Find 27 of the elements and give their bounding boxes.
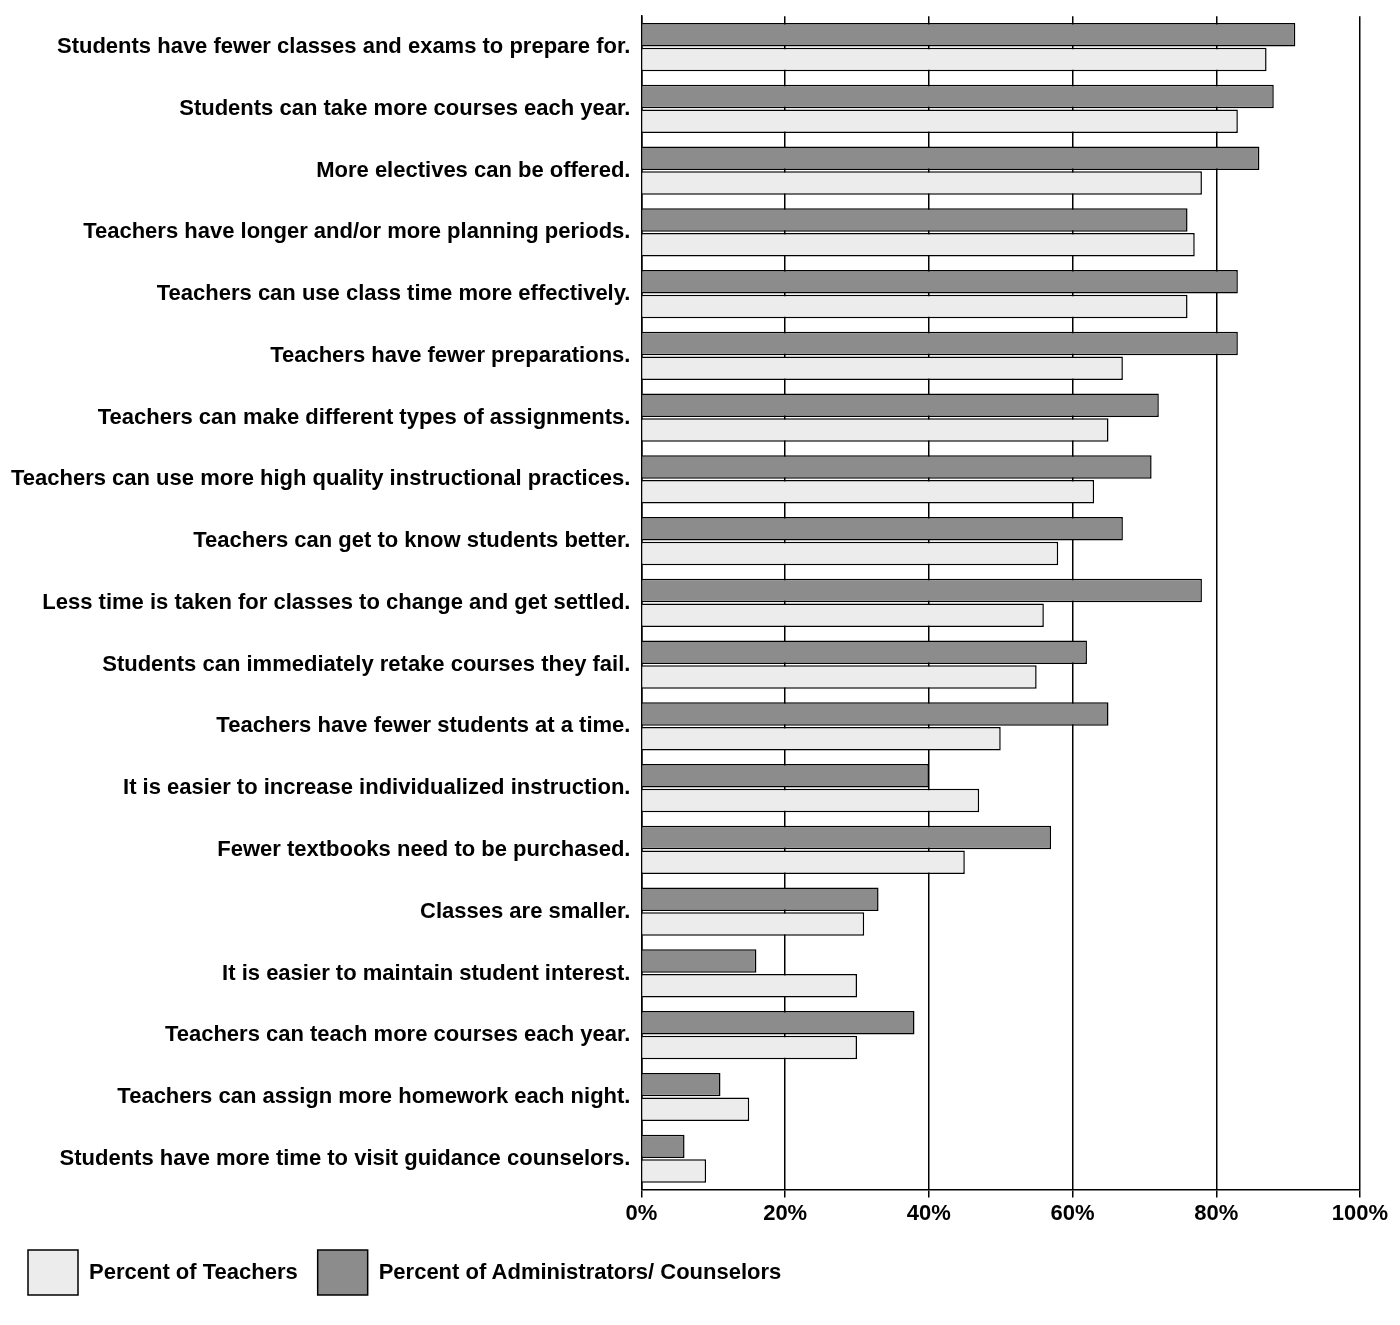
y-tick-label: Teachers have longer and/or more planning periods. — [83, 218, 631, 244]
y-tick-label: Classes are smaller. — [420, 897, 631, 923]
y-tick-label: Teachers can assign more homework each night. — [117, 1083, 631, 1109]
y-tick-label: Students can take more courses each year. — [179, 94, 631, 120]
y-tick-label: Students can immediately retake courses they fail. — [102, 650, 631, 676]
y-tick-label: Teachers have fewer preparations. — [270, 341, 631, 367]
y-tick-label: It is easier to increase individualized instruction. — [123, 774, 631, 800]
y-tick-label: More electives can be offered. — [316, 156, 631, 182]
x-tick-label: 0% — [625, 1199, 658, 1225]
x-tick-label: 60% — [1050, 1199, 1095, 1225]
y-tick-label: Teachers have fewer students at a time. — [216, 712, 631, 738]
y-tick-label: Teachers can get to know students better. — [193, 527, 631, 553]
y-tick-label: Teachers can use class time more effectively. — [156, 280, 631, 306]
legend-label: Percent of Teachers — [89, 1258, 298, 1284]
x-tick-label: 20% — [763, 1199, 808, 1225]
y-tick-label: It is easier to maintain student interest. — [222, 959, 631, 985]
y-tick-label: Teachers can use more high quality instructional practices. — [11, 465, 631, 491]
y-tick-label: Students have fewer classes and exams to prepare for. — [56, 33, 631, 59]
y-tick-label: Students have more time to visit guidance counselors. — [59, 1144, 631, 1170]
y-tick-label: Teachers can make different types of assignments. — [97, 403, 631, 429]
y-tick-label: Fewer textbooks need to be purchased. — [217, 835, 631, 861]
legend-label: Percent of Administrators/ Counselors — [378, 1258, 782, 1284]
y-tick-label: Teachers can teach more courses each year. — [164, 1021, 631, 1047]
x-tick-label: 100% — [1331, 1199, 1389, 1225]
x-tick-label: 80% — [1194, 1199, 1239, 1225]
y-tick-label: Less time is taken for classes to change and get settled. — [42, 588, 631, 614]
x-tick-label: 40% — [906, 1199, 951, 1225]
